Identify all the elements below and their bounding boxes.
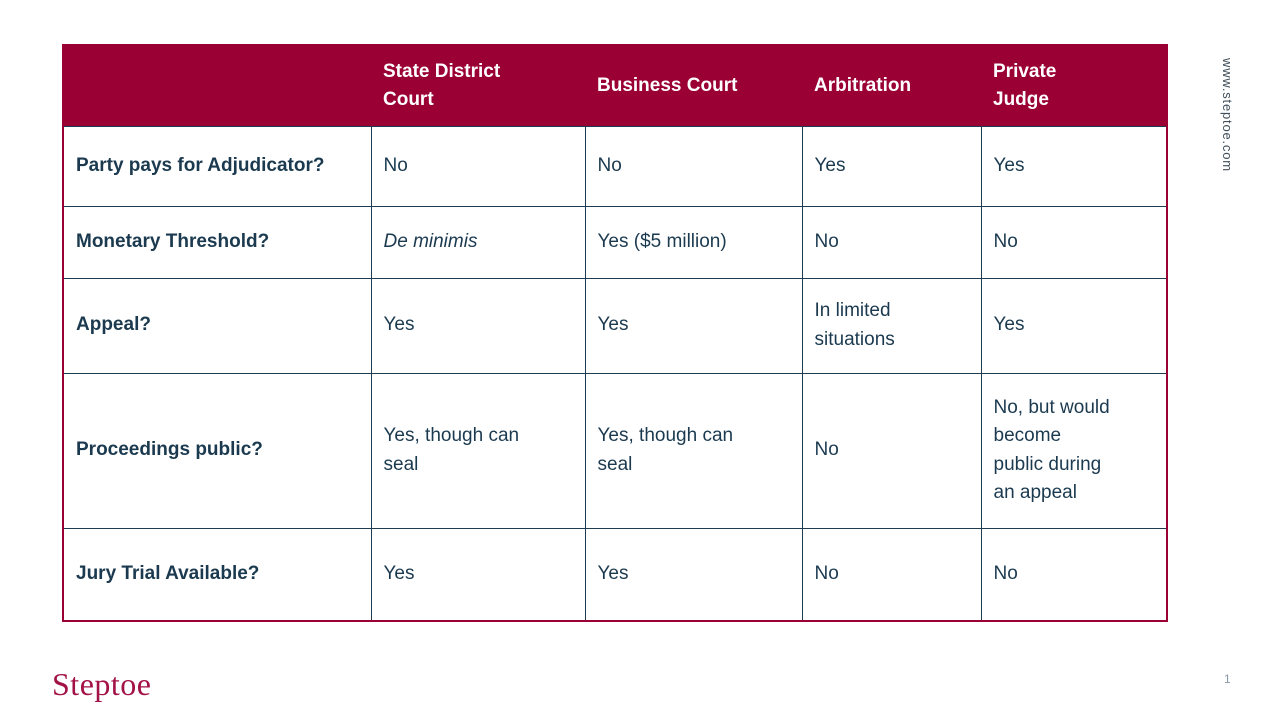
table-cell: Yes <box>980 125 1168 207</box>
column-header-arbitration: Arbitration <box>802 45 981 126</box>
table-cell: No <box>370 125 586 207</box>
page-number: 1 <box>1224 672 1231 686</box>
table-cell: Yes <box>584 277 803 374</box>
column-header-state-district-court: State District Court <box>371 45 585 126</box>
table-cell: No <box>801 372 982 529</box>
steptoe-logo: Steptoe <box>52 666 152 702</box>
table-cell: Yes <box>584 527 803 622</box>
table-cell: No <box>980 527 1168 622</box>
table-row-monetary-threshold: Monetary Threshold? De minimis Yes ($5 m… <box>62 205 1168 279</box>
row-label: Appeal? <box>62 277 372 374</box>
header-row: State District Court Business Court Arbi… <box>63 45 1167 126</box>
table-cell: Yes <box>801 125 982 207</box>
table-cell: In limited situations <box>801 277 982 374</box>
table-cell: Yes <box>370 277 586 374</box>
table-cell: De minimis <box>370 205 586 279</box>
table-cell: Yes ($5 million) <box>584 205 803 279</box>
table-cell: Yes <box>980 277 1168 374</box>
row-label: Monetary Threshold? <box>62 205 372 279</box>
table-row-proceedings-public: Proceedings public? Yes, though can seal… <box>62 372 1168 529</box>
comparison-table: State District Court Business Court Arbi… <box>62 44 1168 622</box>
table-cell: Yes <box>370 527 586 622</box>
vertical-website-url: www.steptoe.com <box>1220 58 1235 172</box>
row-label: Jury Trial Available? <box>62 527 372 622</box>
table-row-appeal: Appeal? Yes Yes In limited situations Ye… <box>62 277 1168 374</box>
corner-cell <box>63 45 371 126</box>
table-cell: No, but would become public during an ap… <box>980 372 1168 529</box>
column-header-business-court: Business Court <box>585 45 802 126</box>
table-cell: No <box>801 205 982 279</box>
table-cell: Yes, though can seal <box>370 372 586 529</box>
table-row-jury-trial: Jury Trial Available? Yes Yes No No <box>62 527 1168 622</box>
row-label: Party pays for Adjudicator? <box>62 125 372 207</box>
row-label: Proceedings public? <box>62 372 372 529</box>
column-header-private-judge: Private Judge <box>981 45 1167 126</box>
table-cell: No <box>980 205 1168 279</box>
table-cell: No <box>584 125 803 207</box>
table-cell: No <box>801 527 982 622</box>
table-row-party-pays: Party pays for Adjudicator? No No Yes Ye… <box>62 125 1168 207</box>
table-cell: Yes, though can seal <box>584 372 803 529</box>
